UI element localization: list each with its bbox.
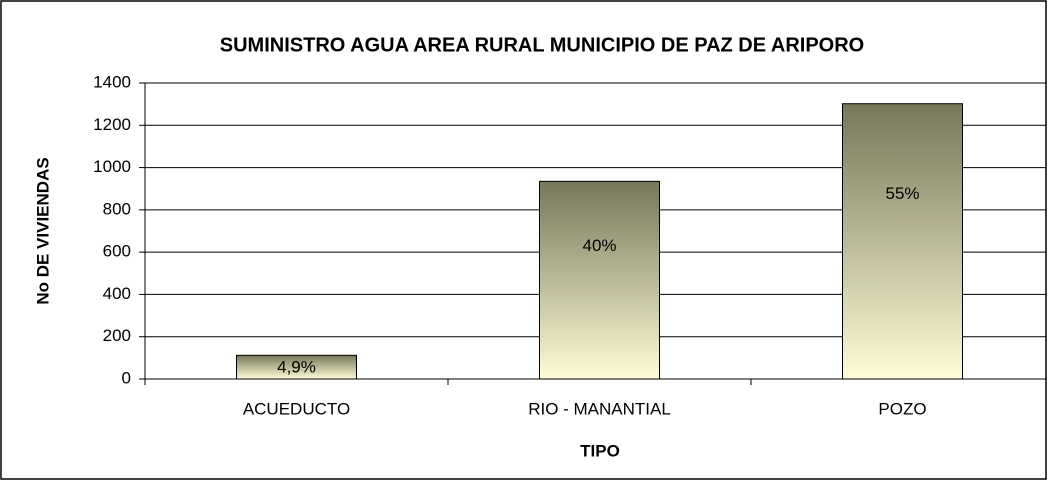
y-axis-title: No DE VIVIENDAS (33, 157, 52, 304)
chart-title: SUMINISTRO AGUA AREA RURAL MUNICIPIO DE … (220, 34, 864, 56)
x-tick-label: POZO (878, 399, 926, 418)
y-tick-label: 1200 (93, 115, 131, 134)
x-axis-title: TIPO (580, 441, 620, 460)
plot-area: 0 200 400 600 800 1000 1200 1400 ACUEDUCTO 4,9% RI… (93, 72, 1046, 418)
data-label: 55% (885, 184, 919, 203)
bar (539, 180, 660, 380)
y-tick-label: 0 (122, 368, 131, 387)
bar (842, 103, 963, 380)
y-tick-label: 1000 (93, 157, 131, 176)
data-label: 40% (582, 236, 616, 255)
data-label: 4,9% (277, 358, 316, 377)
y-tick-label: 200 (103, 326, 131, 345)
x-tick-label: RIO - MANANTIAL (528, 399, 671, 418)
x-tick-label: ACUEDUCTO (243, 399, 350, 418)
y-tick-label: 1400 (93, 72, 131, 91)
y-tick-label: 800 (103, 199, 131, 218)
bar (236, 354, 357, 380)
y-tick-label: 600 (103, 242, 131, 261)
y-tick-label: 400 (103, 284, 131, 303)
